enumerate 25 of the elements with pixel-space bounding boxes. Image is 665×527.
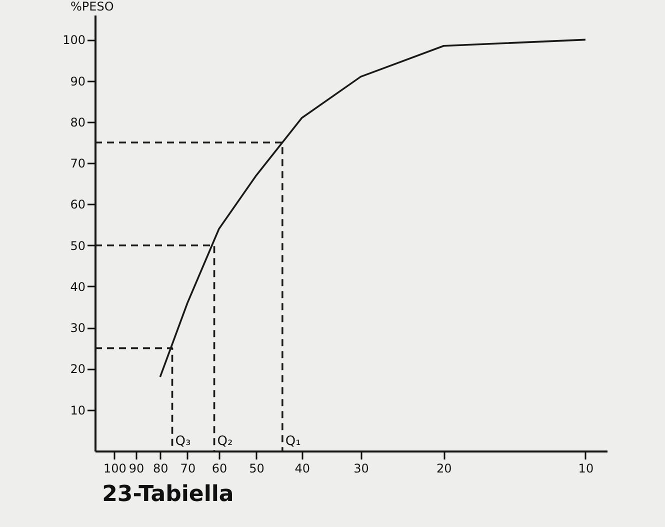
- y-tick-label: 60: [70, 198, 86, 212]
- y-tick-label: 40: [70, 280, 86, 294]
- y-tick-label: 20: [70, 362, 86, 376]
- x-tick-label: 60: [212, 462, 228, 476]
- x-tick-label: 80: [152, 462, 168, 476]
- text: 23-Tabiella: [102, 482, 234, 507]
- annotation: Q₁: [285, 434, 301, 449]
- x-tick-label: 30: [354, 462, 369, 476]
- y-tick-label: 80: [70, 115, 86, 130]
- y-tick-label: 10: [70, 403, 86, 418]
- y-axis-title: %PESO: [70, 0, 114, 14]
- x-tick-label: 50: [249, 462, 264, 476]
- x-tick-label: 10: [578, 462, 594, 476]
- y-tick-label: 70: [70, 156, 86, 171]
- x-tick-label: 70: [180, 462, 196, 476]
- x-tick-label: 90: [128, 462, 144, 476]
- y-tick-label: 30: [70, 321, 86, 336]
- y-tick-label: 90: [70, 74, 86, 88]
- annotation: Q₃: [175, 434, 191, 449]
- y-tick-label: 100: [62, 33, 86, 48]
- annotation: Q₂: [217, 434, 233, 449]
- y-tick-label: 50: [70, 238, 86, 253]
- x-tick-label: 20: [436, 462, 452, 476]
- x-tick-label: 100: [104, 462, 126, 476]
- x-tick-label: 40: [294, 462, 310, 476]
